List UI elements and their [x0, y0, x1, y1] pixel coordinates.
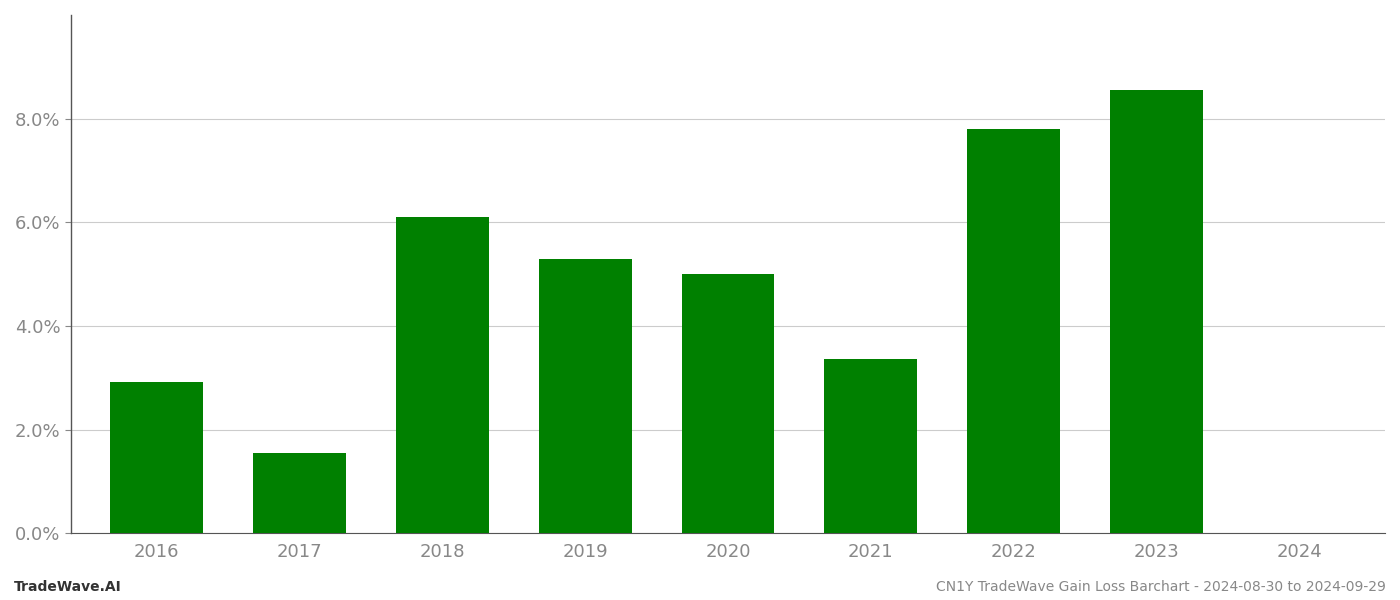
Bar — [825, 359, 917, 533]
Text: TradeWave.AI: TradeWave.AI — [14, 580, 122, 594]
Bar — [253, 453, 346, 533]
Bar — [396, 217, 489, 533]
Bar — [539, 259, 631, 533]
Bar — [967, 129, 1060, 533]
Bar — [682, 274, 774, 533]
Bar — [111, 382, 203, 533]
Bar — [1110, 90, 1203, 533]
Text: CN1Y TradeWave Gain Loss Barchart - 2024-08-30 to 2024-09-29: CN1Y TradeWave Gain Loss Barchart - 2024… — [937, 580, 1386, 594]
